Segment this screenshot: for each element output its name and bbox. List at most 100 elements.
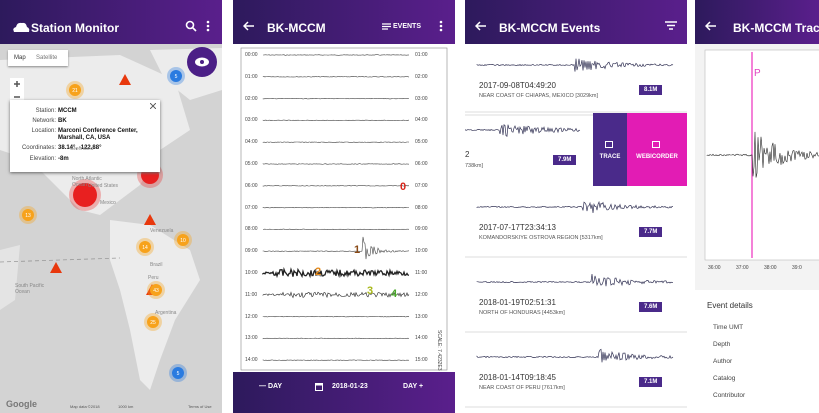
events-screen: BK-MCCM Events 2017-09-08T04:49:20 NEAR C… [465, 0, 687, 413]
event-waveform [476, 58, 674, 72]
place-label: Brazil [150, 262, 163, 268]
events-button[interactable]: EVENTS [393, 23, 422, 30]
right-time: 08:00 [415, 204, 428, 211]
event-waveforms [465, 58, 687, 408]
prev-day-button[interactable]: — DAY [259, 383, 283, 390]
close-button[interactable] [150, 103, 156, 109]
terms-link[interactable]: Terms of Use [188, 404, 212, 409]
cluster-count: 14 [142, 245, 148, 251]
right-time: 11:00 [415, 270, 428, 276]
cluster-count: 21 [72, 88, 78, 94]
phase-label: P [754, 68, 761, 79]
map-attribution: Map data ©2018 [70, 404, 100, 409]
event-time: 2017-07-17T23:34:13 [479, 223, 556, 232]
back-button[interactable] [705, 21, 717, 31]
trace-line [263, 54, 410, 56]
trace-line [262, 76, 410, 78]
left-time: 06:00 [245, 182, 258, 189]
cluster [139, 241, 151, 253]
menu-button[interactable] [439, 20, 443, 32]
trace-action[interactable]: TRACE [593, 113, 627, 186]
map-screen: 21 5 13 14 10 43 25 5 Station Monitor Map Satel… [0, 0, 222, 413]
left-time: 03:00 [245, 117, 258, 124]
cluster [177, 234, 189, 246]
cluster [22, 209, 34, 221]
place-label: Greenland [70, 146, 94, 152]
trace-line [262, 266, 410, 279]
back-button[interactable] [243, 21, 255, 31]
right-time: 15:00 [415, 357, 428, 364]
right-time: 03:00 [415, 95, 428, 102]
event-waveform [465, 124, 581, 137]
event-time: 2 [465, 150, 470, 159]
left-time: 05:00 [245, 161, 258, 167]
action-icon [605, 141, 613, 148]
trace-label: TRACE [599, 154, 621, 160]
screen-title: BK-MCCM Events [499, 21, 601, 35]
next-day-button[interactable]: DAY + [403, 383, 424, 390]
magnitude-badge: 7.9M [553, 155, 577, 165]
place-label: Argentina [155, 310, 177, 316]
event-waveform [476, 200, 674, 213]
right-time: 09:00 [415, 226, 428, 233]
cluster-count: 5 [177, 371, 180, 377]
place-label: North Atlantic Ocean [72, 176, 102, 188]
event-time: 2018-01-19T02:51:31 [479, 298, 556, 307]
place-label: Peru [148, 275, 159, 281]
app-bar: BK-MCCM Trac [695, 0, 819, 44]
left-time: 14:00 [245, 357, 258, 364]
popup-label: Elevation: [29, 156, 56, 162]
event-marker: 1 [354, 244, 361, 256]
trace-plot [695, 49, 819, 413]
popup-value: 38.14°, -122.88° [58, 145, 102, 151]
day-nav-bar: — DAY 2018-01-23 DAY + [233, 372, 455, 413]
trace-line [262, 315, 410, 318]
time-tick: 37:00 [736, 265, 749, 271]
right-time: 02:00 [415, 73, 428, 80]
event-region: KOMANDORSKIYE OSTROVA REGION [5317km] [479, 235, 603, 241]
google-logo: Google [6, 399, 37, 409]
event-waveform [476, 274, 674, 287]
zoom-controls[interactable] [10, 78, 24, 104]
date-button[interactable]: 2018-01-23 [332, 383, 368, 390]
cluster-count: 10 [180, 238, 186, 244]
place-label: South Pacific Ocean [15, 283, 45, 295]
detail-label: Time UMT [713, 324, 744, 331]
search-button[interactable] [185, 20, 197, 32]
left-time: 09:00 [245, 248, 258, 255]
magnitude-badge: 8.1M [639, 85, 663, 95]
right-time: 01:00 [415, 52, 428, 58]
detail-label: Catalog [713, 375, 736, 382]
map-scale: 1000 km [118, 404, 134, 409]
map-tab[interactable]: Map [14, 55, 26, 61]
event-marker [119, 74, 131, 85]
seismogram [706, 131, 819, 178]
left-time: 00:00 [245, 52, 258, 58]
popup-value: BK [58, 118, 67, 124]
satellite-tab[interactable]: Satellite [36, 55, 58, 61]
event-region: 738km] [465, 163, 484, 169]
webicorder-action[interactable]: WEBICORDER [627, 113, 687, 186]
action-icon [652, 141, 660, 148]
back-button[interactable] [475, 21, 487, 31]
app-bar: Station Monitor [0, 0, 222, 44]
app-bar: BK-MCCM Events [465, 0, 687, 44]
view-fab[interactable] [186, 46, 218, 78]
cluster-count: 5 [175, 74, 178, 80]
event-region: NEAR COAST OF PERU [7617km] [479, 385, 565, 391]
event-region: NORTH OF HONDURAS [4453km] [479, 310, 565, 316]
place-label: Mexico [100, 200, 116, 206]
menu-button[interactable] [206, 20, 210, 32]
left-time: 02:00 [245, 95, 258, 102]
event-time: 2017-09-08T04:49:20 [479, 81, 556, 90]
left-time: 12:00 [245, 313, 258, 320]
magnitude-badge: 7.1M [639, 377, 663, 387]
place-label: Venezuela [150, 228, 174, 234]
screen-title: BK-MCCM Trac [733, 21, 819, 35]
cluster [147, 316, 159, 328]
app-bar: BK-MCCM EVENTS [233, 0, 455, 44]
filter-button[interactable] [665, 21, 677, 30]
trace-line [262, 236, 410, 260]
cluster [170, 70, 182, 82]
event-marker [50, 262, 62, 273]
